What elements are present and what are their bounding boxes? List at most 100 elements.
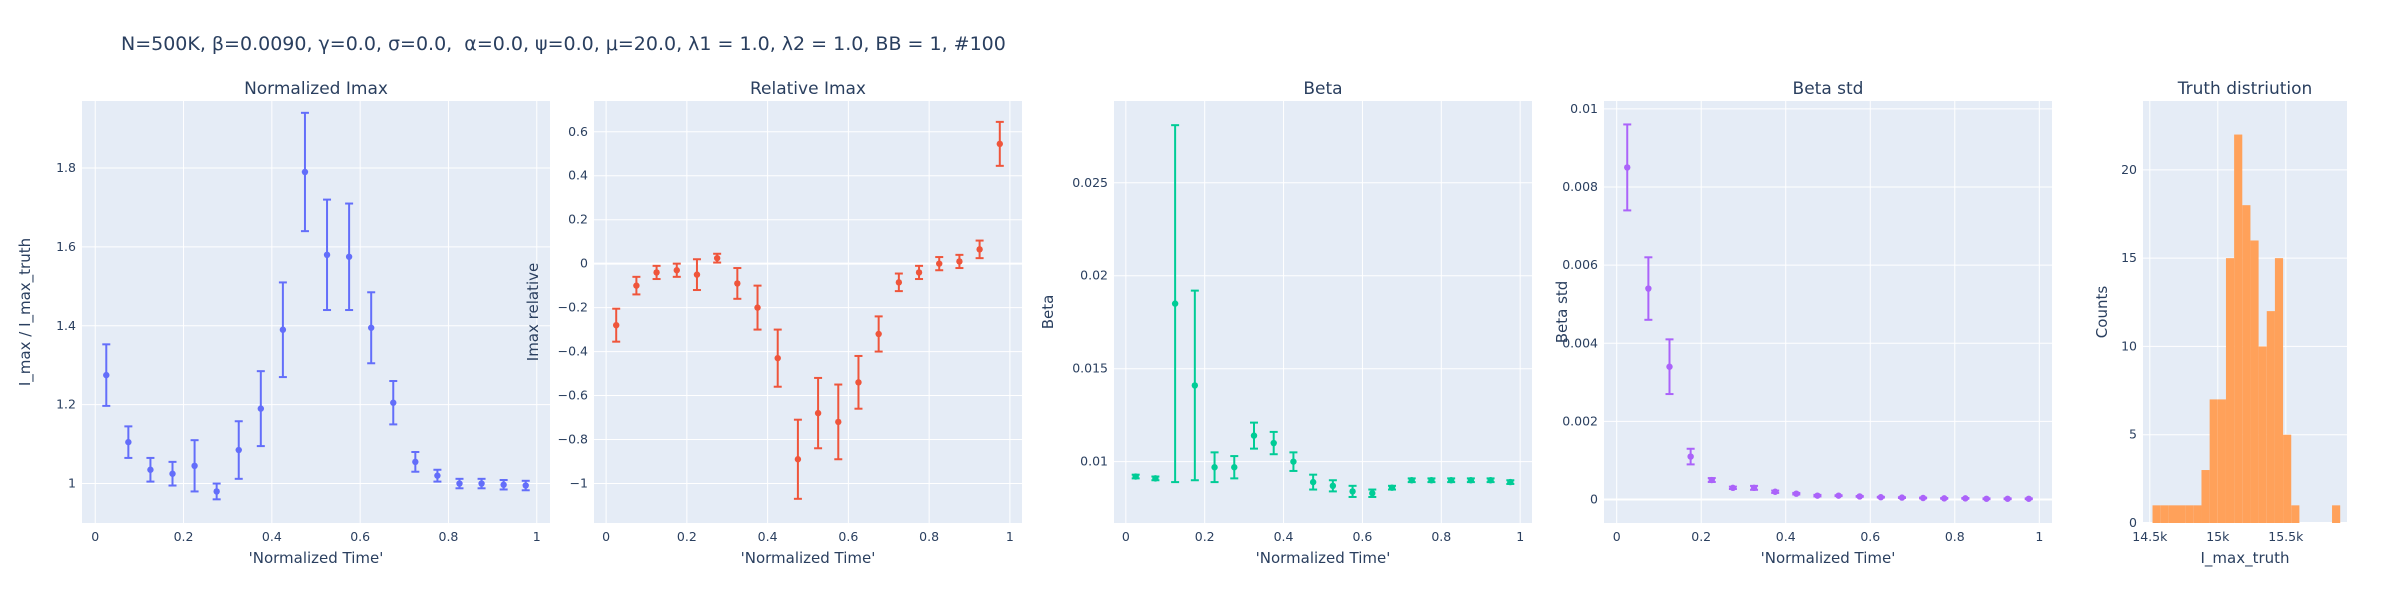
data-point bbox=[1962, 495, 1969, 502]
data-point bbox=[1666, 363, 1673, 370]
plot-area bbox=[1114, 101, 1532, 523]
x-tick-label: 0.8 bbox=[1945, 529, 1965, 544]
plot-area bbox=[82, 101, 550, 523]
histogram-bar bbox=[2209, 399, 2218, 523]
data-point bbox=[1941, 495, 1948, 502]
y-tick-label: 0.02 bbox=[1080, 268, 1108, 283]
data-point bbox=[1152, 475, 1159, 482]
x-tick-label: 15k bbox=[2206, 529, 2230, 544]
panel-title: Relative Imax bbox=[750, 79, 866, 99]
data-point bbox=[169, 470, 176, 477]
data-point bbox=[1771, 488, 1779, 495]
y-tick-label: 0.008 bbox=[1562, 179, 1598, 194]
data-point bbox=[936, 260, 943, 267]
y-tick-label: 0.01 bbox=[1570, 101, 1598, 116]
data-point bbox=[1250, 432, 1258, 439]
x-tick-label: 0.4 bbox=[262, 529, 282, 544]
x-axis-label: 'Normalized Time' bbox=[249, 549, 384, 567]
data-point bbox=[835, 418, 842, 426]
data-point bbox=[713, 254, 721, 262]
data-point bbox=[1132, 473, 1139, 480]
histogram-bar bbox=[2152, 505, 2161, 523]
data-point bbox=[1750, 484, 1758, 492]
y-tick-label: 1.6 bbox=[56, 239, 76, 254]
data-point bbox=[2025, 495, 2032, 502]
y-tick-label: −1 bbox=[570, 475, 588, 490]
y-axis-label: I_max / I_max_truth bbox=[16, 238, 35, 386]
data-point bbox=[956, 258, 963, 265]
data-point bbox=[522, 482, 529, 489]
data-point bbox=[734, 280, 741, 287]
y-tick-label: 1 bbox=[68, 476, 76, 491]
data-point bbox=[1708, 476, 1715, 484]
histogram-bar bbox=[2283, 434, 2292, 523]
y-axis-label: Counts bbox=[2093, 286, 2111, 339]
histogram-bar bbox=[2266, 311, 2275, 523]
histogram-bar bbox=[2160, 505, 2169, 523]
plot-area bbox=[594, 101, 1022, 523]
plot-area bbox=[1604, 101, 2052, 523]
x-tick-label: 0 bbox=[1613, 529, 1621, 544]
data-point bbox=[1270, 439, 1277, 447]
data-point bbox=[1624, 164, 1631, 171]
data-point bbox=[1835, 492, 1842, 499]
data-point bbox=[1877, 494, 1885, 501]
y-tick-label: 0 bbox=[580, 256, 588, 271]
histogram-bar bbox=[2201, 470, 2210, 523]
x-tick-label: 0.2 bbox=[1691, 529, 1711, 544]
y-tick-label: 0 bbox=[2129, 515, 2137, 530]
data-point bbox=[976, 246, 983, 253]
data-point bbox=[1428, 477, 1435, 484]
data-point bbox=[1487, 477, 1494, 484]
data-point bbox=[1309, 478, 1317, 486]
data-point bbox=[1856, 493, 1863, 500]
data-point bbox=[390, 399, 397, 406]
data-point bbox=[500, 481, 507, 488]
x-tick-label: 0.6 bbox=[838, 529, 858, 544]
histogram-bar bbox=[2250, 240, 2259, 523]
y-tick-label: −0.6 bbox=[558, 388, 588, 403]
x-tick-label: 14.5k bbox=[2132, 529, 2168, 544]
data-point bbox=[1171, 300, 1179, 307]
x-tick-label: 1 bbox=[2035, 529, 2043, 544]
data-point bbox=[456, 480, 463, 487]
data-point bbox=[814, 409, 822, 417]
data-point bbox=[895, 279, 903, 286]
data-point bbox=[1793, 490, 1800, 497]
data-point bbox=[1191, 382, 1199, 389]
x-tick-label: 0.8 bbox=[919, 529, 939, 544]
y-axis-label: Beta bbox=[1039, 295, 1057, 330]
data-point bbox=[613, 321, 620, 329]
data-point bbox=[855, 379, 862, 386]
x-tick-label: 0.6 bbox=[350, 529, 370, 544]
data-point bbox=[1447, 477, 1455, 484]
data-point bbox=[345, 253, 353, 260]
y-tick-label: 0 bbox=[1590, 492, 1598, 507]
x-tick-label: 0.4 bbox=[1776, 529, 1796, 544]
x-tick-label: 1 bbox=[1006, 529, 1014, 544]
data-point bbox=[478, 480, 485, 487]
data-point bbox=[794, 456, 802, 463]
x-tick-label: 1 bbox=[1516, 529, 1524, 544]
panel-title: Beta std bbox=[1793, 79, 1864, 99]
y-tick-label: 1.2 bbox=[56, 397, 76, 412]
x-axis-label: I_max_truth bbox=[2200, 549, 2289, 568]
y-tick-label: 1.4 bbox=[56, 318, 76, 333]
y-tick-label: −0.2 bbox=[558, 300, 588, 315]
panel-title: Truth distriution bbox=[2177, 79, 2313, 99]
x-tick-label: 0 bbox=[91, 529, 99, 544]
y-tick-label: 0.025 bbox=[1072, 175, 1108, 190]
chart-panel-5: 0 5 10 15 20 14.5k 15k 15.5k Truth distriution I_… bbox=[2093, 79, 2347, 568]
data-point bbox=[774, 354, 781, 362]
data-point bbox=[191, 462, 198, 470]
data-point bbox=[1349, 488, 1356, 495]
y-tick-label: 0.4 bbox=[568, 168, 588, 183]
histogram-bar bbox=[2225, 258, 2235, 523]
data-point bbox=[1507, 478, 1514, 486]
x-tick-label: 0 bbox=[602, 529, 610, 544]
data-point bbox=[2004, 495, 2011, 502]
histogram-bar bbox=[2274, 258, 2284, 523]
data-point bbox=[434, 472, 441, 479]
histogram-bar bbox=[2242, 205, 2251, 524]
